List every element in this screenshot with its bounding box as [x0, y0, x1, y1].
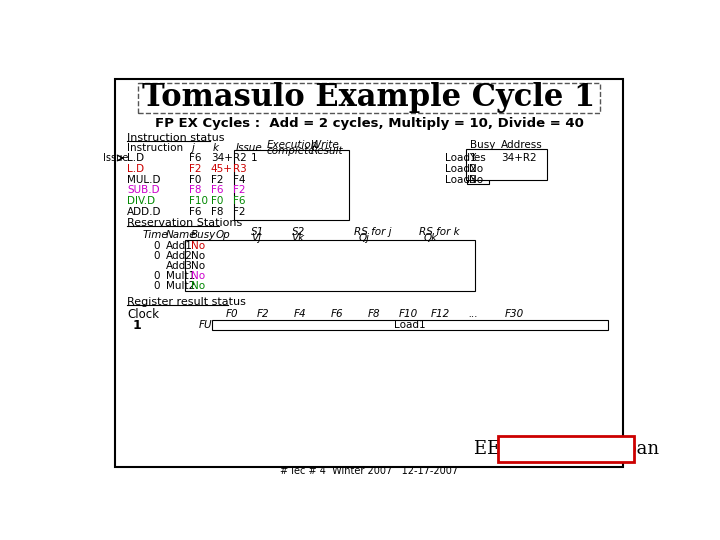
Bar	[467, 153, 489, 163]
Text: Issue: Issue	[235, 143, 263, 153]
Text: k: k	[212, 143, 218, 153]
Text: SUB.D: SUB.D	[127, 185, 160, 195]
Text: Clock: Clock	[127, 308, 159, 321]
Bar	[138, 83, 600, 112]
Bar	[184, 240, 475, 291]
Text: 0: 0	[153, 281, 160, 291]
Text: RS for j: RS for j	[354, 227, 391, 237]
Bar	[234, 150, 349, 220]
Text: 34+: 34+	[211, 153, 233, 163]
Text: Add3: Add3	[166, 261, 193, 271]
Text: Issue: Issue	[103, 153, 129, 163]
Text: DIV.D: DIV.D	[127, 196, 156, 206]
Text: No: No	[191, 271, 205, 281]
Text: Time: Time	[143, 230, 168, 240]
Text: ADD.D: ADD.D	[127, 207, 162, 217]
Text: Write: Write	[311, 140, 338, 150]
Text: F0: F0	[189, 174, 202, 185]
Text: Load3: Load3	[445, 174, 477, 185]
Text: R2: R2	[233, 153, 247, 163]
Text: F2: F2	[233, 207, 246, 217]
Text: No: No	[469, 164, 483, 174]
Text: EECC551 - Shaaban: EECC551 - Shaaban	[474, 440, 659, 458]
Text: ...: ...	[468, 309, 478, 319]
Text: Yes: Yes	[469, 153, 486, 163]
Bar	[212, 320, 608, 330]
Text: F2: F2	[211, 174, 223, 185]
Text: # lec # 4  Winter 2007   12-17-2007: # lec # 4 Winter 2007 12-17-2007	[280, 465, 458, 476]
Text: 34+R2: 34+R2	[500, 153, 536, 163]
Text: No: No	[191, 261, 205, 271]
Text: MUL.D: MUL.D	[127, 174, 161, 185]
Text: F10: F10	[398, 309, 418, 319]
Text: L.D: L.D	[127, 153, 144, 163]
Text: Tomasulo Example Cycle 1: Tomasulo Example Cycle 1	[143, 82, 595, 113]
Bar	[467, 175, 489, 184]
Text: F2: F2	[256, 309, 269, 319]
Text: No: No	[469, 174, 483, 185]
Bar	[466, 148, 547, 179]
Text: Mult1: Mult1	[166, 271, 195, 281]
Text: Instruction status: Instruction status	[127, 133, 225, 143]
Text: R3: R3	[233, 164, 247, 174]
Text: F8: F8	[367, 309, 380, 319]
Text: F4: F4	[294, 309, 307, 319]
Text: 1: 1	[251, 153, 257, 163]
Text: Reservation Stations: Reservation Stations	[127, 218, 243, 228]
Text: complete: complete	[266, 146, 315, 156]
Text: F6: F6	[211, 185, 223, 195]
Text: F4: F4	[233, 174, 246, 185]
Text: No: No	[191, 281, 205, 291]
Text: Load1: Load1	[395, 320, 426, 330]
Text: Busy: Busy	[191, 230, 216, 240]
Text: j: j	[191, 143, 194, 153]
Text: Address: Address	[500, 140, 542, 150]
Bar	[498, 436, 634, 462]
Text: 1: 1	[132, 319, 141, 332]
Text: F6: F6	[189, 207, 202, 217]
Text: No: No	[191, 241, 205, 251]
Text: Name: Name	[166, 230, 197, 240]
Text: F8: F8	[211, 207, 223, 217]
Text: Add1: Add1	[166, 241, 193, 251]
Text: L.D: L.D	[127, 164, 144, 174]
Text: 0: 0	[153, 241, 160, 251]
Text: 45+: 45+	[211, 164, 233, 174]
Text: Qj: Qj	[358, 233, 369, 243]
Text: F8: F8	[189, 185, 202, 195]
Text: No: No	[191, 251, 205, 261]
Text: F2: F2	[233, 185, 246, 195]
Text: F6: F6	[330, 309, 343, 319]
Text: F6: F6	[233, 196, 246, 206]
Text: Qk: Qk	[424, 233, 438, 243]
Text: F2: F2	[189, 164, 202, 174]
Text: Vk: Vk	[292, 233, 305, 243]
Text: F0: F0	[211, 196, 223, 206]
Text: S2: S2	[292, 227, 305, 237]
Text: S1: S1	[251, 227, 264, 237]
Text: Load1: Load1	[445, 153, 477, 163]
Text: F12: F12	[431, 309, 450, 319]
Text: Register result status: Register result status	[127, 297, 246, 307]
Text: FU: FU	[199, 320, 212, 330]
Text: Result: Result	[311, 146, 343, 156]
Text: 0: 0	[153, 251, 160, 261]
Bar	[467, 164, 489, 173]
Text: Add2: Add2	[166, 251, 193, 261]
Text: Vj: Vj	[251, 233, 261, 243]
Text: F0: F0	[225, 309, 238, 319]
Text: Mult2: Mult2	[166, 281, 195, 291]
Text: 0: 0	[153, 271, 160, 281]
Text: Instruction: Instruction	[127, 143, 184, 153]
Text: F6: F6	[189, 153, 202, 163]
Text: Load2: Load2	[445, 164, 477, 174]
Text: F10: F10	[189, 196, 208, 206]
Text: F30: F30	[505, 309, 524, 319]
Text: Op: Op	[215, 230, 230, 240]
Text: Busy: Busy	[469, 140, 495, 150]
Text: FP EX Cycles :  Add = 2 cycles, Multiply = 10, Divide = 40: FP EX Cycles : Add = 2 cycles, Multiply …	[155, 117, 583, 130]
Text: Execution: Execution	[266, 140, 318, 150]
Text: RS for k: RS for k	[419, 227, 460, 237]
